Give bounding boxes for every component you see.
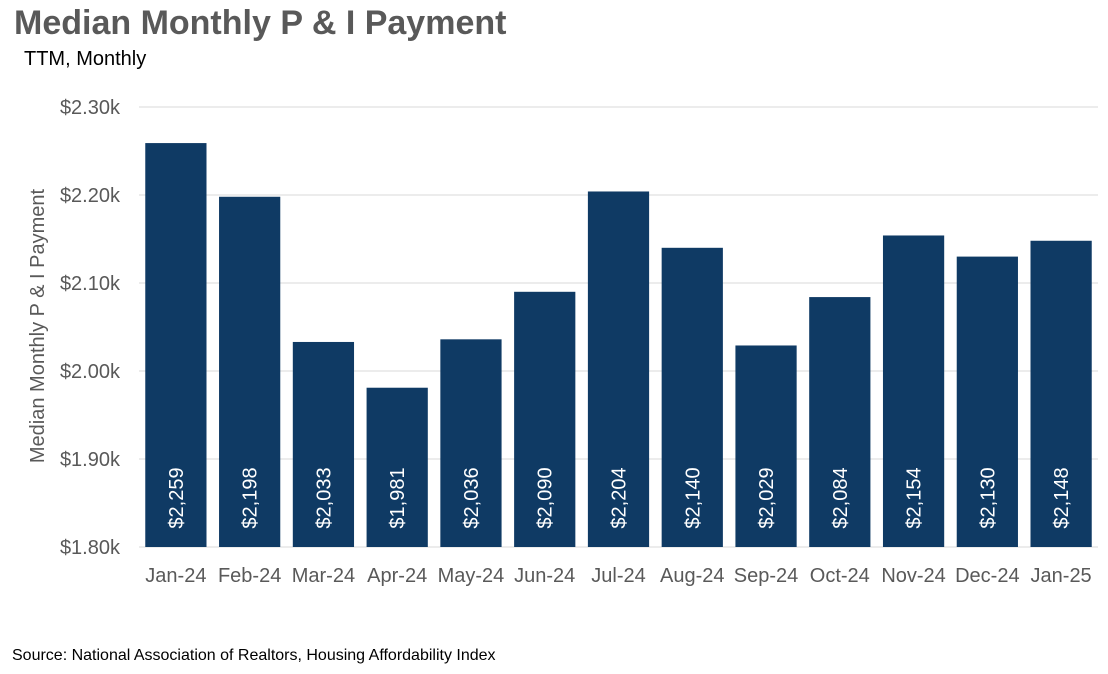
y-tick-label: $1.90k (60, 449, 121, 471)
y-tick-label: $2.20k (60, 185, 121, 207)
data-label: $2,090 (535, 467, 557, 528)
data-label: $2,204 (609, 467, 631, 528)
x-tick-label: Oct-24 (810, 565, 870, 587)
bar (587, 191, 650, 548)
data-label: $2,033 (313, 467, 335, 528)
bar (661, 247, 723, 548)
x-tick-label: Nov-24 (881, 565, 945, 587)
y-axis-title: Median Monthly P & I Payment (27, 188, 49, 463)
data-label: $1,981 (387, 467, 409, 528)
data-label: $2,259 (166, 467, 188, 528)
y-tick-label: $2.00k (60, 361, 121, 383)
x-tick-label: Jul-24 (591, 565, 645, 587)
x-tick-label: Sep-24 (734, 565, 799, 587)
x-tick-label: Jun-24 (514, 565, 575, 587)
bar (735, 345, 797, 547)
x-tick-label: Feb-24 (218, 565, 281, 587)
bar (292, 341, 355, 547)
x-tick-label: Apr-24 (367, 565, 427, 587)
bar (440, 339, 502, 547)
data-label: $2,084 (830, 467, 852, 528)
data-label: $2,036 (461, 467, 483, 528)
data-label: $2,130 (977, 467, 999, 528)
data-label: $2,140 (682, 467, 704, 528)
source-note: Source: National Association of Realtors… (12, 647, 496, 664)
chart-title: Median Monthly P & I Payment (14, 4, 507, 42)
y-tick-label: $2.10k (60, 273, 121, 295)
y-tick-label: $1.80k (60, 537, 121, 559)
y-tick-label: $2.30k (60, 97, 121, 119)
x-tick-label: Dec-24 (955, 565, 1019, 587)
x-tick-label: May-24 (438, 565, 505, 587)
bar (514, 291, 576, 547)
bar-chart: $1.80k $1.90k $2.00k $2.10k $2.20k $2.30k $2,… (27, 97, 1098, 587)
bar (809, 297, 871, 547)
x-axis-ticks: Jan-24 Feb-24 Mar-24 Apr-24 May-24 Jun-24 Jul-… (145, 565, 1091, 587)
bars: $2,259 $2,198 $2,033 $1,981 $2,036 $2,090 $2,2… (145, 143, 1092, 548)
bar (219, 196, 281, 547)
chart-subtitle: TTM, Monthly (24, 48, 147, 70)
x-tick-label: Mar-24 (292, 565, 355, 587)
data-label: $2,198 (240, 467, 262, 528)
bar (882, 235, 945, 548)
data-label: $2,148 (1051, 467, 1073, 528)
x-tick-label: Jan-25 (1031, 565, 1092, 587)
bar (366, 387, 428, 547)
data-label: $2,154 (904, 467, 926, 528)
x-tick-label: Aug-24 (660, 565, 725, 587)
bar (1030, 240, 1092, 547)
y-axis-ticks: $1.80k $1.90k $2.00k $2.10k $2.20k $2.30k (60, 97, 121, 559)
bar (145, 143, 207, 547)
bar (956, 256, 1018, 547)
data-label: $2,029 (756, 467, 778, 528)
x-tick-label: Jan-24 (145, 565, 206, 587)
